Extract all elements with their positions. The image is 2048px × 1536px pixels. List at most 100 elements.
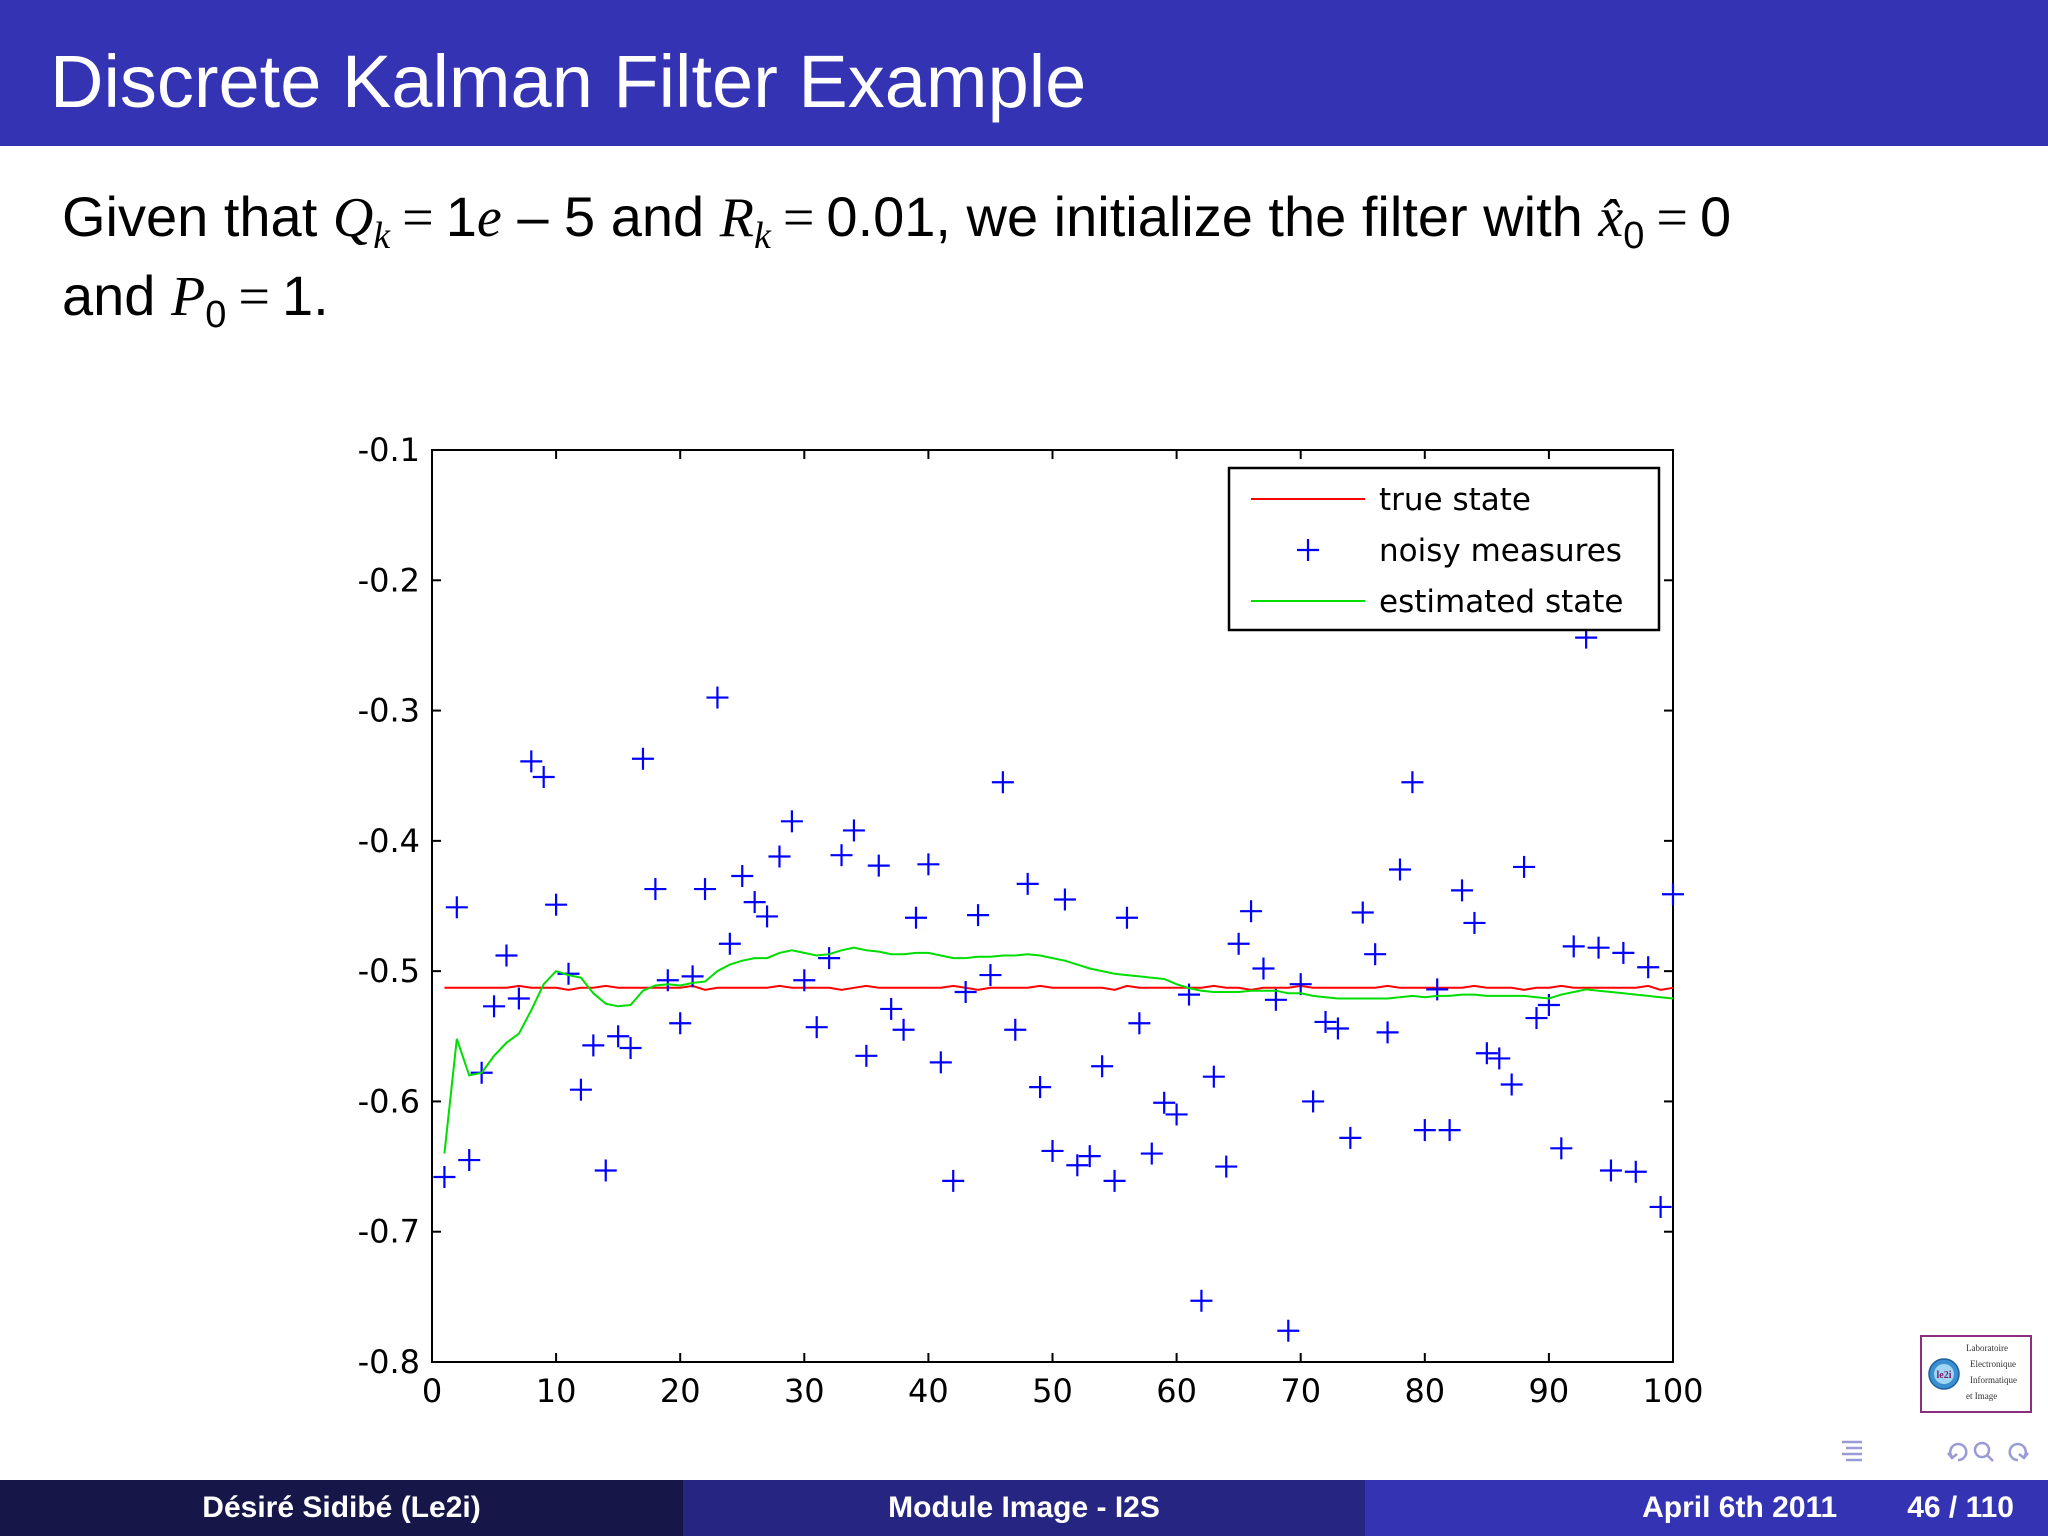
measurement-point xyxy=(1463,911,1486,934)
x-tick-label: 0 xyxy=(422,1372,442,1410)
r-subscript: k xyxy=(753,215,771,257)
measurement-point xyxy=(507,987,530,1010)
measurement-point xyxy=(793,969,816,992)
measurement-point xyxy=(433,1165,456,1188)
measurement-point xyxy=(768,845,791,868)
estimated-state-line xyxy=(443,946,1674,1154)
beamer-navigation xyxy=(1838,1432,2038,1468)
measurement-point xyxy=(1364,943,1387,966)
measurement-point xyxy=(1314,1010,1337,1033)
measurement-point xyxy=(917,853,940,876)
y-tick-label: -0.1 xyxy=(358,431,420,469)
measurement-point xyxy=(1115,906,1138,929)
measurement-point xyxy=(1053,888,1076,911)
measurement-point xyxy=(718,932,741,955)
logo-mark: le2i xyxy=(1937,1370,1952,1381)
measurement-point xyxy=(1413,1119,1436,1142)
measurement-point xyxy=(1401,771,1424,794)
measurement-point xyxy=(631,747,654,770)
x-tick-label: 100 xyxy=(1642,1372,1703,1410)
measurement-point xyxy=(1103,1169,1126,1192)
measurement-point xyxy=(594,1159,617,1182)
measurement-point xyxy=(1612,941,1635,964)
measurement-point xyxy=(818,947,841,970)
le2i-logo: le2i Laboratoire Electronique Informatiq… xyxy=(1920,1335,2032,1413)
legend-label: estimated state xyxy=(1379,584,1623,620)
measurement-point xyxy=(805,1016,828,1039)
logo-line-4: et Image xyxy=(1966,1391,1997,1401)
measurement-point xyxy=(867,854,890,877)
x-tick-label: 50 xyxy=(1032,1372,1073,1410)
undo-icon[interactable] xyxy=(1947,1442,1968,1462)
measurement-point xyxy=(1078,1145,1101,1168)
measurement-point xyxy=(483,995,506,1018)
measurement-point xyxy=(495,944,518,967)
y-tick-label: -0.8 xyxy=(358,1343,420,1381)
measurement-point xyxy=(1376,1021,1399,1044)
footer-date: April 6th 2011 xyxy=(1642,1491,1838,1524)
measurement-point xyxy=(458,1149,481,1172)
x-subscript: 0 xyxy=(1623,215,1645,257)
measurement-point xyxy=(1227,932,1250,955)
p-subscript: 0 xyxy=(205,294,227,336)
measurement-point xyxy=(1240,900,1263,923)
measurement-point xyxy=(520,750,543,773)
slide-title: Discrete Kalman Filter Example xyxy=(50,40,1087,123)
measurement-point xyxy=(1091,1055,1114,1078)
measurement-point xyxy=(904,906,927,929)
title-bar: Discrete Kalman Filter Example xyxy=(0,0,2048,146)
x-tick-label: 80 xyxy=(1404,1372,1445,1410)
measurement-point xyxy=(855,1044,878,1067)
measurement-point xyxy=(545,893,568,916)
measurement-point xyxy=(1438,1119,1461,1142)
measurement-point xyxy=(954,980,977,1003)
q-rest: – 5 and xyxy=(517,185,705,248)
p-symbol: P xyxy=(171,266,206,328)
measurement-point xyxy=(1388,858,1411,881)
measurement-point xyxy=(1339,1126,1362,1149)
footer: Désiré Sidibé (Le2i) Module Image - I2S … xyxy=(0,1480,2048,1536)
measurement-point xyxy=(979,964,1002,987)
measurement-point xyxy=(445,896,468,919)
measurement-point xyxy=(743,891,766,914)
text-and: and xyxy=(62,264,156,327)
measurement-point xyxy=(1302,1090,1325,1113)
x-tick-label: 30 xyxy=(784,1372,825,1410)
measurement-point xyxy=(1662,883,1684,906)
align-icon[interactable] xyxy=(1842,1440,1862,1462)
measurement-point xyxy=(1016,872,1039,895)
footer-course-text: Module Image - I2S xyxy=(888,1491,1160,1524)
chart-series xyxy=(433,626,1684,1342)
footer-author: Désiré Sidibé (Le2i) xyxy=(0,1480,683,1536)
measurement-point xyxy=(1525,1007,1548,1030)
measurement-point xyxy=(1153,1091,1176,1114)
logo-line-3: Informatique xyxy=(1970,1375,2017,1385)
measurement-point xyxy=(731,865,754,888)
legend-label: true state xyxy=(1379,482,1531,518)
measurement-point xyxy=(1004,1018,1027,1041)
x-value: 0 xyxy=(1699,185,1732,248)
measurement-point xyxy=(1513,855,1536,878)
kalman-chart: 0 10 20 30 40 50 60 70 80 90 100 -0.8 -0.7 -0.6 -0.5 -0… xyxy=(358,431,1704,1410)
zoom-icon[interactable] xyxy=(1973,1441,1994,1462)
measurement-point xyxy=(967,904,990,927)
r-symbol: R xyxy=(719,187,754,249)
measurement-point xyxy=(706,686,729,709)
measurement-point xyxy=(1649,1195,1672,1218)
x-hat-symbol: x̂ xyxy=(1598,187,1624,249)
measurement-point xyxy=(880,997,903,1020)
measurement-point xyxy=(1215,1155,1238,1178)
y-tick-label: -0.2 xyxy=(358,561,420,599)
measurement-point xyxy=(1140,1142,1163,1165)
legend-label: noisy measures xyxy=(1379,533,1622,569)
measurement-point xyxy=(780,810,803,833)
measurement-point xyxy=(1326,1017,1349,1040)
measurement-point xyxy=(1587,936,1610,959)
y-tick-label: -0.5 xyxy=(358,952,420,990)
redo-icon[interactable] xyxy=(2008,1442,2029,1462)
measurement-point xyxy=(991,771,1014,794)
measurement-point xyxy=(1599,1159,1622,1182)
measurement-point xyxy=(569,1078,592,1101)
measurement-point xyxy=(656,969,679,992)
measurement-point xyxy=(1624,1160,1647,1183)
